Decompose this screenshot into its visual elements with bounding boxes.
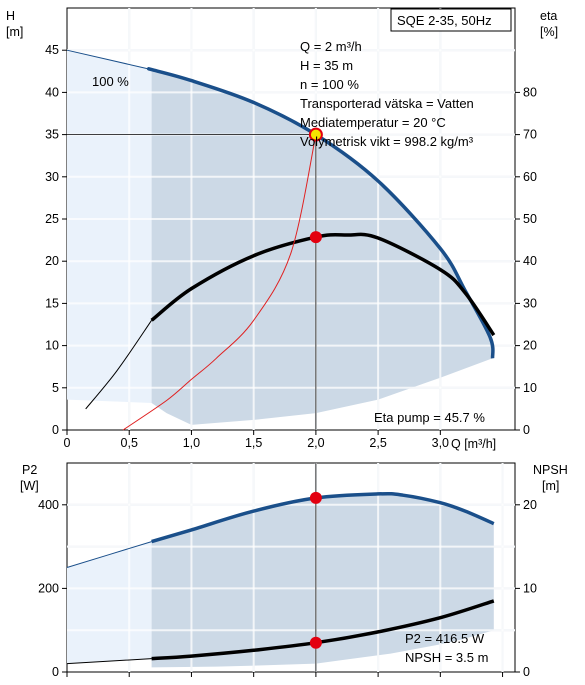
- h-curve-extension: [66, 49, 152, 71]
- duty-point-marker: [308, 127, 323, 142]
- p2-curve-extension: [66, 541, 152, 568]
- eta-pump-label: Eta pump = 45.7 %: [374, 410, 485, 425]
- x-tick-label: 3,0: [432, 436, 449, 450]
- bottom-curves: [66, 463, 495, 672]
- eta-tick-label: 60: [523, 170, 537, 184]
- system-curve: [122, 134, 317, 431]
- npsh-point-marker: [309, 636, 322, 649]
- npsh-tick-label: 0: [523, 665, 530, 679]
- top-ticks: 0 0,5 1,0 1,5 2,0 2,5 3,0 0 5 10 15 20 25 30 35 40 45 0 10…: [45, 43, 537, 450]
- top-curves: [66, 49, 496, 431]
- top-operating-area: [67, 8, 515, 430]
- info-line-p2: P2 = 416.5 W: [405, 631, 485, 646]
- bottom-ticks: 0 200 400 0 10 20: [38, 498, 537, 679]
- p2-tick-label: 200: [38, 581, 59, 595]
- h-axis-unit: [m]: [6, 25, 23, 39]
- npsh-tick-label: 20: [523, 498, 537, 512]
- x-tick-label: 1,0: [183, 436, 200, 450]
- p2-axis-unit: [W]: [20, 479, 39, 493]
- npsh-tick-label: 10: [523, 581, 537, 595]
- p2-tick-label: 400: [38, 498, 59, 512]
- q-axis-label: Q [m³/h]: [451, 437, 496, 451]
- eta-point-marker: [309, 231, 322, 244]
- info-line-npsh: NPSH = 3.5 m: [405, 650, 488, 665]
- h-tick-label: 0: [52, 423, 59, 437]
- p2-axis-label: P2: [22, 463, 37, 477]
- h-tick-label: 20: [45, 254, 59, 268]
- npsh-axis-unit: [m]: [542, 479, 559, 493]
- eta-tick-label: 0: [523, 423, 530, 437]
- eta-tick-label: 30: [523, 296, 537, 310]
- bottom-light-fill: [67, 541, 152, 664]
- h-tick-label: 35: [45, 128, 59, 142]
- x-tick-label: 2,0: [307, 436, 324, 450]
- eta-tick-label: 50: [523, 212, 537, 226]
- h-tick-label: 10: [45, 339, 59, 353]
- p2-tick-label: 0: [52, 665, 59, 679]
- h-axis-label: H: [6, 9, 15, 23]
- eta-tick-label: 40: [523, 254, 537, 268]
- npsh-curve-extension: [66, 658, 152, 665]
- x-tick-label: 1,5: [245, 436, 262, 450]
- curve-speed-label: 100 %: [92, 74, 129, 89]
- p2-curve: [151, 491, 495, 544]
- h-tick-label: 45: [45, 43, 59, 57]
- top-light-fill: [67, 50, 152, 403]
- eta-tick-label: 80: [523, 85, 537, 99]
- eta-axis-label: eta: [540, 9, 557, 23]
- x-tick-label: 2,5: [369, 436, 386, 450]
- h-tick-label: 30: [45, 170, 59, 184]
- x-tick-label: 0,5: [121, 436, 138, 450]
- info-line-fluid: Transporterad vätska = Vatten: [300, 96, 474, 111]
- x-tick-label: 0: [64, 436, 71, 450]
- npsh-axis-label: NPSH: [533, 463, 568, 477]
- h-tick-label: 25: [45, 212, 59, 226]
- h-tick-label: 40: [45, 85, 59, 99]
- info-line-q: Q = 2 m³/h: [300, 39, 362, 54]
- info-line-n: n = 100 %: [300, 77, 359, 92]
- eta-curve-extension: [85, 320, 153, 410]
- h-tick-label: 15: [45, 296, 59, 310]
- eta-axis-unit: [%]: [540, 25, 558, 39]
- info-line-temp: Mediatemperatur = 20 °C: [300, 115, 446, 130]
- eta-tick-label: 20: [523, 339, 537, 353]
- title-box: [390, 8, 512, 32]
- h-tick-label: 5: [52, 381, 59, 395]
- info-line-h: H = 35 m: [300, 58, 353, 73]
- p2-point-marker: [309, 491, 322, 504]
- chart-title: SQE 2-35, 50Hz: [397, 13, 492, 28]
- info-line-density: Volymetrisk vikt = 998.2 kg/m³: [300, 134, 474, 149]
- eta-curve: [150, 232, 496, 337]
- top-operating-fill: [148, 68, 493, 425]
- eta-tick-label: 70: [523, 128, 537, 142]
- eta-tick-label: 10: [523, 381, 537, 395]
